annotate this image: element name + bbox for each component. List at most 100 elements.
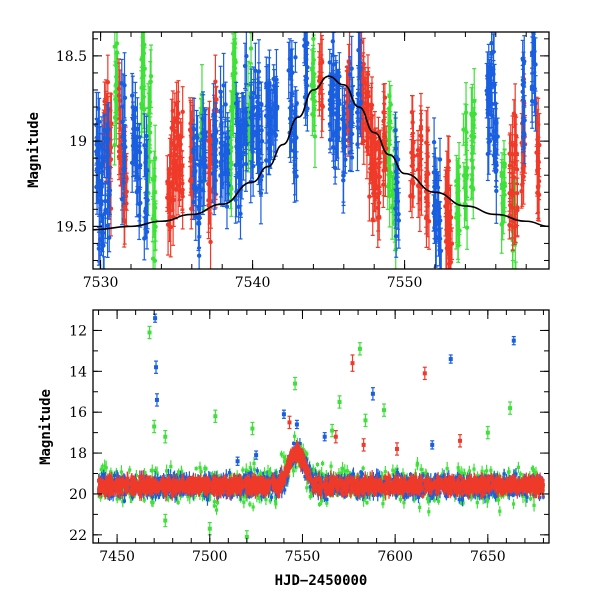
green-data-point-marker [210, 475, 214, 479]
green-data-point [145, 107, 151, 146]
green-data-point-marker [402, 474, 406, 478]
blue-data-point-marker [209, 477, 213, 481]
green-data-point-marker [214, 508, 219, 512]
zoom-y-tick-label: 19.5 [56, 219, 87, 235]
red-data-point [443, 166, 449, 231]
red-data-point [519, 173, 524, 209]
green-data-point-marker [142, 471, 147, 475]
blue-data-point-marker [460, 498, 465, 502]
blue-data-point [435, 190, 440, 225]
red-data-point [179, 150, 185, 181]
green-data-point [139, 66, 144, 109]
green-data-point-marker [459, 471, 463, 475]
zoom-x-tick-label: 7550 [387, 275, 423, 291]
green-data-point-marker [383, 470, 387, 474]
blue-data-point-marker [407, 492, 411, 496]
blue-data-point-marker [434, 474, 438, 478]
green-data-point-marker [303, 451, 307, 456]
red-data-point [535, 171, 540, 215]
green-data-point-marker [169, 464, 173, 469]
green-data-point-marker [176, 470, 181, 474]
green-data-point-marker [485, 469, 489, 473]
blue-data-point [529, 73, 535, 129]
blue-data-point-marker [241, 490, 245, 494]
green-data-point-marker [521, 494, 525, 498]
blue-data-point [349, 113, 355, 155]
blue-data-point-marker [336, 475, 340, 479]
green-data-point-marker [241, 468, 245, 472]
green-data-point-marker [534, 470, 538, 474]
red-data-point [371, 164, 376, 223]
blue-data-point [99, 150, 104, 184]
green-data-point-marker [498, 509, 502, 513]
red-data-point [509, 176, 515, 239]
blue-data-point [193, 192, 198, 241]
blue-data-point [142, 113, 147, 178]
red-data-point [207, 100, 212, 162]
green-data-point-marker [114, 470, 118, 474]
blue-data-point-marker [492, 474, 496, 478]
green-data-point-marker [472, 467, 476, 471]
green-data-point-marker [462, 472, 467, 476]
blue-data-point [530, 32, 535, 44]
green-data-point-marker [437, 499, 441, 503]
blue-data-point [135, 146, 140, 188]
green-data-point-marker [273, 499, 278, 503]
blue-data-point-marker [283, 488, 287, 492]
green-data-point-marker [348, 471, 352, 475]
zoom-light-curve-panel: 7530 7540 7550 18.5 19 19.5 Magnitude [26, 31, 550, 291]
blue-data-point [341, 147, 346, 214]
green-data-point [388, 85, 393, 125]
red-data-point [317, 63, 323, 95]
blue-data-point [438, 227, 444, 269]
green-data-point-marker [486, 498, 490, 502]
green-data-point-marker [212, 504, 216, 508]
green-data-point-marker [115, 497, 119, 501]
green-data-point-marker [282, 455, 286, 459]
blue-data-point-marker [292, 441, 296, 445]
blue-data-point [431, 194, 436, 232]
green-data-point-marker [345, 469, 349, 473]
blue-data-point [356, 32, 362, 81]
green-data-point-marker [212, 500, 217, 504]
blue-data-point-marker [255, 469, 259, 473]
blue-data-point [250, 109, 256, 143]
zoom-y-tick-label: 18.5 [56, 49, 87, 65]
zoom-plot-frame [92, 31, 550, 270]
green-data-point-marker [495, 497, 499, 502]
blue-data-point [102, 256, 107, 269]
green-data-point [499, 159, 504, 187]
green-data-point-marker [321, 461, 325, 465]
blue-data-point-marker [454, 478, 458, 482]
zoom-data-marks [94, 32, 542, 269]
blue-data-point [130, 75, 136, 139]
green-data-point-marker [308, 495, 312, 499]
blue-data-point [201, 128, 206, 169]
blue-data-point [104, 128, 109, 157]
green-data-point-marker [343, 469, 347, 473]
blue-data-point [144, 139, 150, 202]
blue-data-point [221, 52, 226, 118]
green-data-point-marker [381, 502, 385, 506]
green-data-point-marker [154, 468, 158, 473]
blue-data-point-marker [444, 495, 448, 499]
blue-data-point [137, 186, 142, 222]
blue-data-point [191, 97, 197, 162]
green-data-point-marker [291, 469, 296, 473]
blue-data-point [242, 42, 248, 90]
blue-data-point-marker [457, 497, 461, 502]
blue-data-point-marker [359, 475, 363, 479]
green-data-point-marker [151, 500, 155, 505]
blue-data-point [294, 89, 299, 117]
green-data-point [464, 104, 469, 161]
green-data-point-marker [361, 466, 365, 470]
green-data-point-marker [264, 497, 268, 502]
green-data-point-marker [155, 471, 159, 475]
red-data-point [418, 113, 424, 146]
green-data-point-marker [244, 495, 248, 499]
green-data-point-marker [401, 472, 405, 476]
red-data-point [368, 86, 374, 125]
green-data-point-marker [119, 470, 123, 474]
green-data-point-marker [475, 501, 479, 505]
blue-data-point-marker [322, 493, 327, 497]
